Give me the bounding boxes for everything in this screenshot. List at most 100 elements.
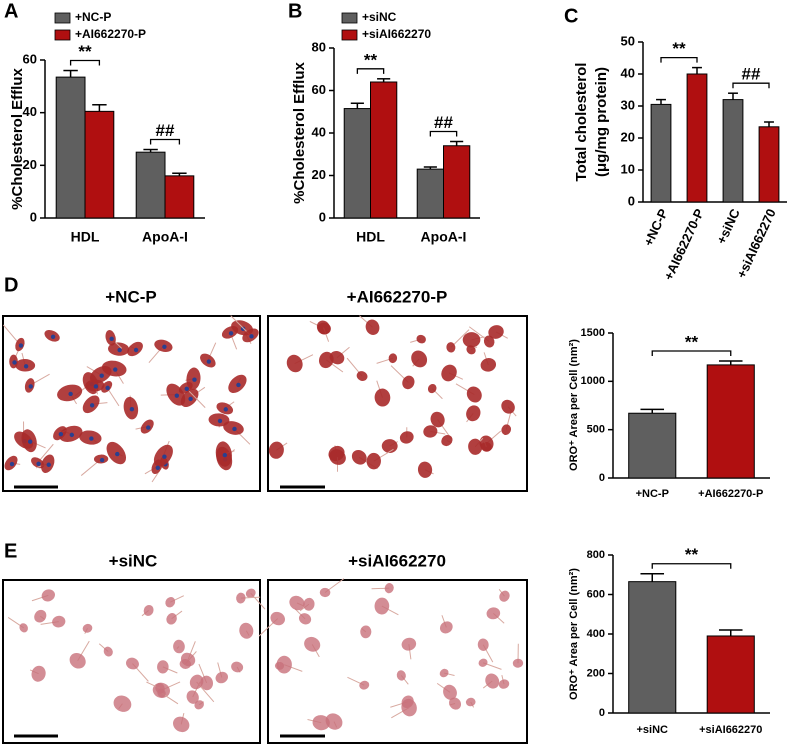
legend-swatch	[342, 13, 357, 23]
cell-nucleus	[146, 425, 150, 429]
cell-nucleus	[94, 384, 98, 388]
bar	[85, 111, 114, 218]
cell-nucleus	[117, 348, 121, 352]
cell-nucleus	[105, 386, 109, 390]
y-axis-label: Total cholesterol	[573, 63, 590, 182]
y-tick-label: 80	[312, 39, 326, 54]
legend-label: +AI662270-P	[75, 27, 146, 41]
significance-bracket	[430, 132, 456, 137]
cell-nucleus	[36, 462, 40, 466]
significance-label: ##	[156, 121, 175, 140]
cell-nucleus	[100, 373, 104, 377]
panel-label: E	[4, 540, 17, 562]
cell-nucleus	[224, 407, 228, 411]
cell-nucleus	[51, 335, 55, 339]
bar	[417, 169, 443, 218]
cell-nucleus	[90, 403, 94, 407]
bar	[136, 152, 165, 218]
bar	[629, 413, 676, 478]
cell-nucleus	[162, 345, 166, 349]
x-tick-label: ApoA-I	[142, 229, 188, 245]
y-tick-label: 400	[587, 628, 605, 640]
y-tick-label: 60	[23, 51, 37, 66]
bar	[629, 582, 676, 713]
cell-nucleus	[109, 337, 113, 341]
significance-bracket	[151, 140, 180, 145]
cell-nucleus	[113, 367, 117, 371]
significance-label: ##	[742, 65, 761, 84]
panel-label: D	[4, 274, 18, 296]
bar	[687, 74, 707, 202]
cell-nucleus	[59, 432, 63, 436]
legend-swatch	[55, 30, 70, 40]
bar	[444, 146, 470, 218]
bar	[707, 365, 754, 478]
cell-nucleus	[192, 378, 196, 382]
image-title: +AI662270-P	[347, 287, 448, 306]
x-tick-label: ApoA-I	[421, 229, 467, 245]
cell-nucleus	[89, 436, 93, 440]
bar	[165, 176, 194, 218]
panel-label: A	[4, 0, 18, 22]
cell-nucleus	[10, 462, 14, 466]
cell-nucleus	[29, 384, 33, 388]
cell-nucleus	[134, 348, 138, 352]
cell	[463, 332, 481, 347]
y-tick-label: 20	[621, 129, 635, 144]
significance-label: **	[672, 39, 686, 58]
cell-nucleus	[218, 419, 222, 423]
cell-nucleus	[249, 334, 253, 338]
cell-nucleus	[28, 440, 32, 444]
y-tick-label: 1500	[581, 327, 605, 339]
cell-nucleus	[68, 392, 72, 396]
image-title: +siNC	[109, 551, 158, 570]
y-tick-label: 1000	[581, 375, 605, 387]
cell-nucleus	[162, 455, 166, 459]
panel-label: B	[288, 0, 302, 22]
y-tick-label: 800	[587, 549, 605, 561]
cell-nucleus	[115, 452, 119, 456]
cell-nucleus	[24, 364, 28, 368]
significance-bracket	[652, 564, 731, 569]
y-tick-label: 500	[587, 424, 605, 436]
y-axis-label: (μg/mg protein)	[593, 67, 610, 177]
cell-nucleus	[207, 359, 211, 363]
significance-label: ##	[434, 113, 453, 132]
cell-nucleus	[19, 343, 23, 347]
y-tick-label: 40	[23, 104, 37, 119]
y-tick-label: 0	[30, 209, 37, 224]
significance-bracket	[733, 83, 769, 88]
y-tick-label: 0	[599, 472, 605, 484]
bar	[759, 127, 779, 202]
y-axis-label: ORO⁺ Area per Cell (nm²)	[568, 339, 580, 471]
x-tick-label: +NC-P	[636, 488, 669, 500]
x-tick-label: HDL	[71, 229, 100, 245]
y-tick-label: 0	[628, 193, 635, 208]
y-tick-label: 0	[319, 209, 326, 224]
y-axis-label: %Cholesterol Efflux	[9, 67, 26, 209]
bar	[723, 100, 743, 202]
cell-nucleus	[12, 360, 16, 364]
x-tick-label: +siNC	[714, 206, 744, 247]
bar	[707, 636, 754, 713]
x-tick-label: +NC-P	[641, 206, 671, 248]
significance-bracket	[652, 351, 731, 356]
x-tick-label: HDL	[356, 229, 385, 245]
significance-bracket	[661, 58, 697, 63]
bar	[371, 82, 397, 218]
legend-swatch	[342, 30, 357, 40]
image-title: +siAI662270	[348, 551, 446, 570]
cell-nucleus	[47, 463, 51, 467]
legend-label: +NC-P	[75, 10, 111, 24]
x-tick-label: +siNC	[637, 724, 669, 736]
y-tick-label: 40	[621, 65, 635, 80]
legend-swatch	[55, 13, 70, 23]
significance-bracket	[71, 61, 100, 66]
cell-nucleus	[70, 433, 74, 437]
cell-nucleus	[236, 383, 240, 387]
y-tick-label: 20	[23, 157, 37, 172]
y-tick-label: 200	[587, 667, 605, 679]
significance-label: **	[364, 50, 378, 69]
y-axis-label: ORO⁺ Area per Cell (nm²)	[568, 568, 580, 700]
